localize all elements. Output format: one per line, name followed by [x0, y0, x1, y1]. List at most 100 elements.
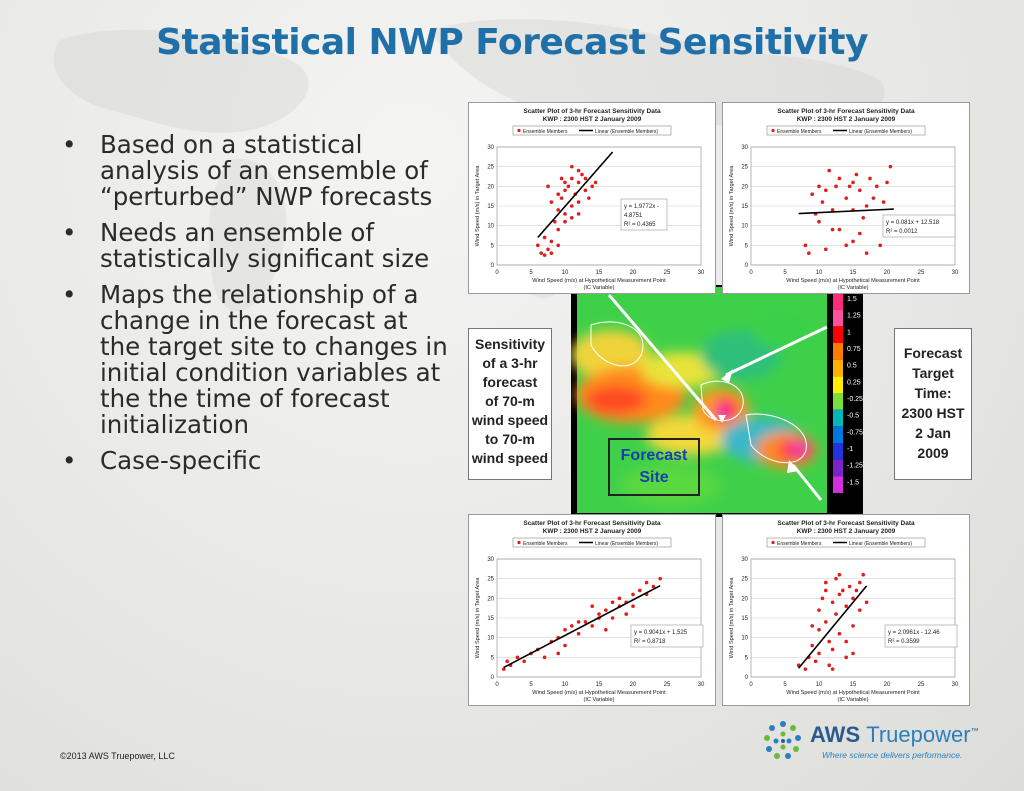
data-point [871, 196, 876, 200]
data-point [542, 253, 547, 257]
data-point [651, 584, 656, 589]
data-point [556, 651, 560, 656]
y-tick-label: 20 [487, 184, 494, 190]
data-point [549, 200, 554, 204]
data-point [837, 631, 842, 636]
data-point [542, 655, 547, 660]
data-point [881, 200, 886, 204]
data-point [834, 576, 838, 581]
y-tick-label: 10 [487, 636, 494, 642]
colorbar-tick-label: 0.75 [847, 346, 861, 353]
y-tick-label: 5 [491, 655, 495, 661]
equation-line: y = 0.9041x + 1.525 [634, 630, 688, 636]
data-point [817, 184, 821, 189]
data-point [830, 647, 835, 652]
chart-subtitle: KWP : 2300 HST 2 January 2009 [797, 528, 896, 535]
trend-line [797, 585, 868, 669]
x-axis-label-2: (IC Variable) [838, 697, 869, 703]
x-tick-label: 20 [630, 682, 637, 688]
data-point [563, 188, 567, 193]
equation-line: R² = 0.8718 [634, 639, 666, 645]
data-point [542, 235, 547, 240]
data-point [830, 208, 835, 212]
data-point [549, 239, 554, 244]
data-point [817, 651, 821, 656]
chart-title: Scatter Plot of 3-hr Forecast Sensitivit… [523, 108, 661, 115]
data-point [583, 188, 588, 193]
x-tick-label: 5 [529, 682, 533, 688]
x-axis-label-2: (IC Variable) [838, 285, 869, 291]
data-point [576, 200, 581, 204]
colorbar-tick-label: -0.75 [847, 429, 863, 436]
slide-title: Statistical NWP Forecast Sensitivity [156, 22, 868, 63]
colorbar-segment [833, 393, 843, 410]
x-axis-label-2: (IC Variable) [584, 285, 615, 291]
data-point [847, 584, 852, 589]
data-point [576, 631, 581, 636]
data-point [830, 600, 835, 605]
data-point [563, 628, 567, 632]
legend-entry: Ensemble Members [523, 541, 568, 547]
data-point [810, 192, 814, 196]
y-tick-label: 20 [741, 184, 748, 190]
target-time-label-line: Target [912, 365, 954, 381]
data-point [851, 180, 855, 185]
colorbar-segment [833, 293, 843, 310]
data-point [837, 592, 842, 597]
data-point [851, 596, 855, 601]
x-tick-label: 5 [783, 682, 787, 688]
x-tick-label: 10 [816, 682, 823, 688]
equation-line: y = 2.0961x - 12.46 [888, 630, 940, 636]
data-point [851, 239, 855, 244]
x-tick-label: 10 [562, 682, 569, 688]
colorbar-segment [833, 476, 843, 493]
x-tick-label: 15 [596, 270, 603, 276]
trend-line [798, 208, 894, 215]
bullet-item: • Case-specific [62, 448, 452, 474]
data-point [834, 184, 838, 189]
legend-entry: Linear (Ensemble Members) [595, 129, 658, 135]
x-tick-label: 30 [952, 270, 959, 276]
data-point [858, 188, 862, 193]
data-point [570, 204, 574, 208]
data-point [644, 580, 649, 585]
data-point [830, 227, 835, 232]
data-point [563, 212, 567, 216]
y-tick-label: 0 [745, 675, 749, 681]
colorbar-tick-label: -1.5 [847, 479, 859, 486]
data-point [638, 588, 642, 593]
data-point [803, 243, 808, 248]
colorbar-segment [833, 443, 843, 460]
data-point [610, 600, 615, 605]
colorbar-segment [833, 376, 843, 393]
y-axis-label: Wind Speed (m/s) in Target Area [475, 577, 481, 659]
bullet-glyph: • [62, 130, 77, 159]
copyright-footer: ©2013 AWS Truepower, LLC [60, 751, 175, 761]
logo-dots-icon [764, 721, 801, 759]
data-point [610, 616, 615, 620]
data-point [827, 663, 831, 667]
colorbar-segment [833, 459, 843, 477]
x-axis-label: Wind Speed (m/s) at Hypothetical Measure… [532, 690, 666, 696]
data-point [858, 608, 862, 612]
y-tick-label: 15 [741, 616, 748, 622]
equation-line: 4.8751 [624, 213, 643, 219]
chart-subtitle: KWP : 2300 HST 2 January 2009 [797, 116, 896, 123]
bullet-text: Needs an ensemble of statistically signi… [100, 218, 430, 273]
legend-marker [517, 128, 521, 133]
sensitivity-label-line: of 70-m [485, 393, 535, 409]
x-tick-label: 0 [495, 682, 499, 688]
y-tick-label: 15 [487, 616, 494, 622]
data-point [556, 227, 560, 232]
logo-trademark: ™ [970, 726, 979, 736]
data-point [570, 216, 574, 220]
equation-line: R² = 0.0012 [886, 229, 918, 235]
data-point [502, 667, 506, 671]
data-point [556, 192, 560, 196]
data-point [824, 588, 828, 593]
legend-entry: Ensemble Members [523, 129, 568, 135]
y-tick-label: 15 [487, 204, 494, 210]
x-tick-label: 15 [596, 682, 603, 688]
data-point [590, 604, 594, 608]
data-point [556, 208, 560, 212]
